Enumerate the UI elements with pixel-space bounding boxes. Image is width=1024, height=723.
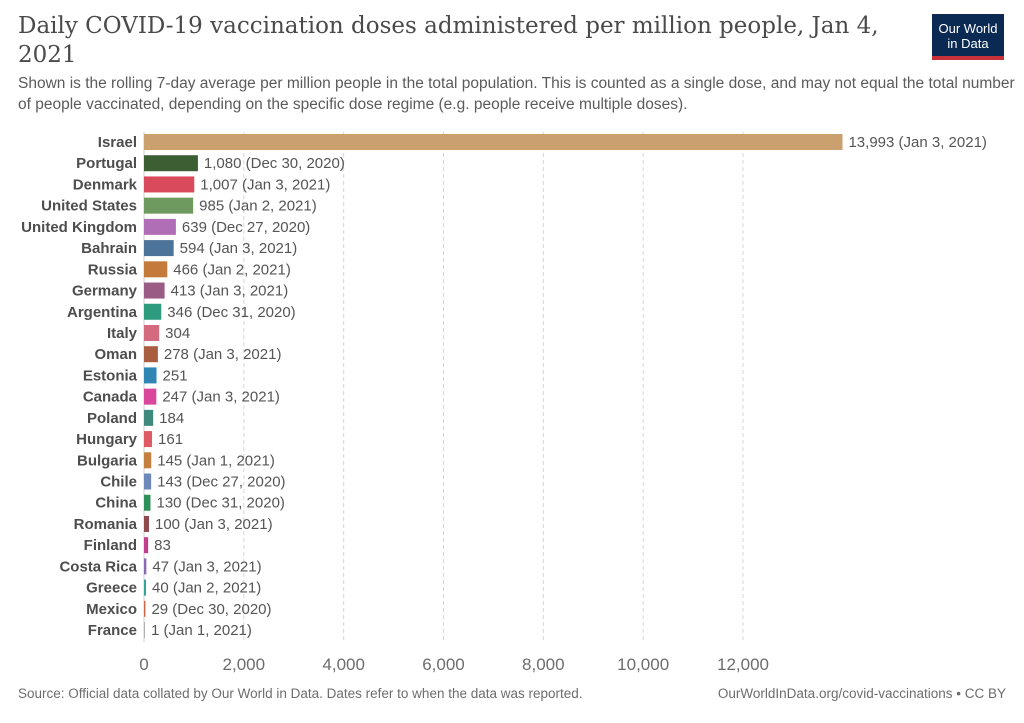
bar-mexico <box>144 600 146 617</box>
bar-canada <box>144 388 157 405</box>
data-label: 466 (Jan 2, 2021) <box>173 261 291 278</box>
x-tick-label: 4,000 <box>322 655 365 674</box>
bar-russia <box>144 261 168 278</box>
category-label: Poland <box>87 410 137 427</box>
bar-hungary <box>144 431 153 448</box>
category-label: Bulgaria <box>77 452 138 469</box>
category-label: Estonia <box>83 367 138 384</box>
bar-oman <box>144 346 158 363</box>
x-tick-label: 10,000 <box>617 655 669 674</box>
category-label: Hungary <box>76 431 138 448</box>
bar-china <box>144 494 151 511</box>
bar-poland <box>144 409 154 426</box>
category-label: United Kingdom <box>21 219 137 236</box>
data-label: 1 (Jan 1, 2021) <box>151 622 252 639</box>
data-label: 985 (Jan 2, 2021) <box>199 198 317 215</box>
category-label: Canada <box>83 389 138 406</box>
data-label: 247 (Jan 3, 2021) <box>162 389 280 406</box>
data-label: 47 (Jan 3, 2021) <box>152 558 261 575</box>
bar-bahrain <box>144 240 174 257</box>
category-label: Israel <box>98 134 137 151</box>
category-label: Mexico <box>86 601 137 618</box>
bar-germany <box>144 282 165 299</box>
source-link[interactable]: OurWorldInData.org/covid-vaccinations • … <box>717 686 1006 701</box>
x-tick-label: 12,000 <box>717 655 769 674</box>
bar-israel <box>144 134 843 150</box>
category-label: Germany <box>72 283 138 300</box>
bar-bulgaria <box>144 452 152 469</box>
x-tick-label: 8,000 <box>522 655 565 674</box>
data-label: 100 (Jan 3, 2021) <box>155 516 273 533</box>
bar-united-states <box>144 197 194 214</box>
data-label: 1,080 (Dec 30, 2020) <box>204 155 345 172</box>
category-label: Portugal <box>76 155 137 172</box>
data-label: 161 <box>158 431 183 448</box>
data-label: 143 (Dec 27, 2020) <box>157 474 285 491</box>
category-label: Romania <box>74 516 138 533</box>
bar-chile <box>144 473 152 490</box>
data-label: 40 (Jan 2, 2021) <box>152 580 261 597</box>
data-label: 1,007 (Jan 3, 2021) <box>200 176 330 193</box>
category-label: Greece <box>86 580 137 597</box>
bar-italy <box>144 324 160 341</box>
data-label: 594 (Jan 3, 2021) <box>180 240 298 257</box>
bar-finland <box>144 537 149 554</box>
data-label: 251 <box>163 367 188 384</box>
data-label: 184 <box>159 410 184 427</box>
data-label: 413 (Jan 3, 2021) <box>171 283 289 300</box>
bar-portugal <box>144 155 198 172</box>
category-label: Italy <box>107 325 138 342</box>
bar-united-kingdom <box>144 218 176 235</box>
data-label: 13,993 (Jan 3, 2021) <box>848 134 986 151</box>
source-note: Source: Official data collated by Our Wo… <box>18 686 583 701</box>
category-label: France <box>88 622 137 639</box>
data-label: 83 <box>154 537 171 554</box>
category-label: Bahrain <box>81 240 137 257</box>
bar-argentina <box>144 303 162 320</box>
data-label: 304 <box>165 325 190 342</box>
category-label: Argentina <box>67 304 138 321</box>
x-tick-label: 6,000 <box>422 655 465 674</box>
category-label: China <box>95 495 137 512</box>
category-label: Finland <box>84 537 137 554</box>
category-label: Russia <box>88 261 138 278</box>
data-label: 145 (Jan 1, 2021) <box>157 452 275 469</box>
bar-greece <box>144 579 146 596</box>
bar-costa-rica <box>144 558 147 575</box>
bar-denmark <box>144 176 195 193</box>
x-tick-label: 2,000 <box>223 655 266 674</box>
chart-title: Daily COVID-19 vaccination doses adminis… <box>18 13 879 68</box>
bar-romania <box>144 515 149 532</box>
data-label: 278 (Jan 3, 2021) <box>164 346 282 363</box>
data-label: 639 (Dec 27, 2020) <box>182 219 310 236</box>
category-label: Chile <box>100 474 137 491</box>
category-label: Denmark <box>73 176 138 193</box>
data-label: 29 (Dec 30, 2020) <box>151 601 271 618</box>
chart-subtitle: Shown is the rolling 7-day average per m… <box>18 75 1015 113</box>
category-label: Oman <box>94 346 137 363</box>
data-label: 130 (Dec 31, 2020) <box>156 495 284 512</box>
category-label: United States <box>41 198 137 215</box>
data-label: 346 (Dec 31, 2020) <box>167 304 295 321</box>
bar-estonia <box>144 367 157 384</box>
bar-france <box>144 622 145 639</box>
x-tick-label: 0 <box>139 655 148 674</box>
owid-logo[interactable]: Our World in Data <box>932 14 1004 60</box>
category-label: Costa Rica <box>59 558 137 575</box>
